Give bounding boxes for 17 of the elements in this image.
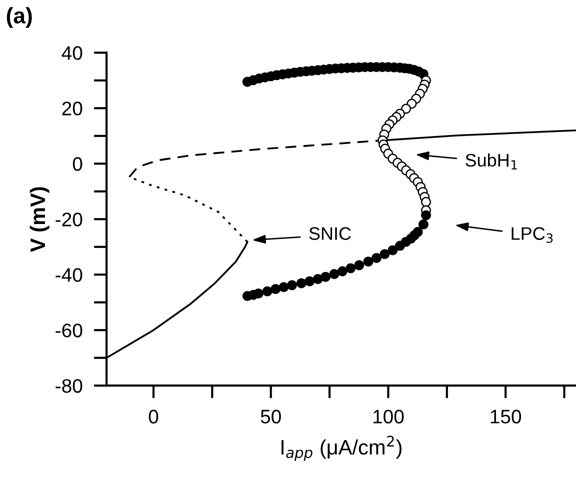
- chart-title: (a): [6, 7, 32, 28]
- x-tick-label: 0: [148, 410, 158, 424]
- x-tick-label: 150: [490, 410, 522, 424]
- y-axis-title: V (mV): [30, 187, 50, 252]
- x-tick-label: 100: [373, 410, 404, 424]
- y-tick-label: -40: [56, 268, 82, 282]
- x-axis-title: I$_{app}$ (μA/cm$^{2}$): [282, 436, 402, 461]
- y-tick-label: 0: [72, 157, 82, 171]
- y-tick-label: -20: [56, 212, 82, 226]
- y-tick-label: 20: [62, 102, 82, 116]
- annotation: SNIC: [309, 227, 351, 240]
- y-tick-label: 40: [62, 46, 82, 60]
- y-tick-label: -60: [56, 324, 82, 338]
- annotation: SubH$_{1}$: [466, 153, 517, 170]
- x-tick-label: 50: [260, 410, 281, 424]
- y-tick-label: -80: [56, 379, 82, 393]
- annotation: LPC$_{3}$: [512, 227, 553, 243]
